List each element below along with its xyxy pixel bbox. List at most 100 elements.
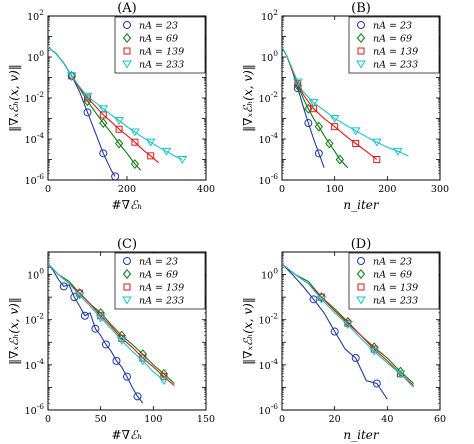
data-point <box>371 138 382 147</box>
y-tick-label: 10-4 <box>259 131 279 146</box>
y-tick-label: 10-2 <box>25 90 45 105</box>
y-tick-label: 10-4 <box>25 131 45 146</box>
chart-panel-c: 10-6 10-4 10-2 100 0 50 100 150 (C) #∇ℰₕ ‖∇ₓℰₕ(x, … <box>7 237 215 442</box>
data-point <box>396 366 405 377</box>
y-tick-label: 10-2 <box>25 312 45 327</box>
data-point <box>80 311 89 320</box>
data-point <box>123 372 131 381</box>
panel-title: (D) <box>351 237 372 252</box>
legend-marker <box>356 296 366 305</box>
data-point <box>130 128 140 137</box>
y-axis-label: ‖∇ₓℰₕ(x, v)‖ <box>241 297 255 365</box>
x-axis-label: n_iter <box>343 198 379 212</box>
legend-label: nA = 233 <box>373 296 418 307</box>
legend-marker <box>357 47 365 55</box>
legend-label: nA = 23 <box>139 21 178 32</box>
panel-title: (A) <box>117 1 137 16</box>
series-line-3 <box>282 46 378 160</box>
y-tick-label: 10-6 <box>259 402 279 417</box>
y-axis-label: ‖∇ₓℰₕ(x, v)‖ <box>241 64 255 132</box>
series-line-1 <box>48 263 144 404</box>
data-point <box>114 138 124 149</box>
data-point <box>114 116 124 125</box>
x-tick-label: 0 <box>45 414 51 425</box>
x-tick-label: 60 <box>434 414 446 425</box>
data-point <box>83 108 92 117</box>
legend-label: nA = 233 <box>139 60 184 71</box>
x-tick-label: 0 <box>279 414 285 425</box>
data-point <box>350 127 361 136</box>
y-tick-label: 10-4 <box>25 357 45 372</box>
legend: nA = 23 nA = 69 nA = 139 nA = 233 <box>114 252 206 310</box>
data-point <box>304 119 313 128</box>
data-point <box>369 347 380 356</box>
y-tick-label: 102 <box>27 8 44 23</box>
legend-marker <box>356 269 366 279</box>
x-tick-label: 150 <box>197 414 215 425</box>
data-point <box>98 105 109 114</box>
data-point <box>161 147 172 156</box>
y-tick-label: 10-4 <box>259 357 279 372</box>
data-point <box>330 327 339 336</box>
data-point <box>331 123 339 131</box>
legend-label: nA = 23 <box>373 257 412 268</box>
y-tick-label: 100 <box>27 267 44 282</box>
data-point <box>147 152 155 160</box>
panel-title: (C) <box>117 237 137 252</box>
data-point <box>99 118 108 129</box>
data-point <box>115 125 123 133</box>
legend-marker <box>356 60 366 69</box>
y-tick-label: 100 <box>261 267 278 282</box>
plot-area <box>282 263 415 400</box>
series-line-2 <box>48 263 175 384</box>
axes-box <box>47 251 207 411</box>
series-line-2 <box>282 46 349 169</box>
y-axis-label: ‖∇ₓℰₕ(x, v)‖ <box>7 64 21 132</box>
x-tick-label: 40 <box>381 414 393 425</box>
chart-panel-d: 10-6 10-4 10-2 100 0 20 40 60 (D) n_iter ‖∇ₓℰₕ(x, … <box>241 237 446 442</box>
x-tick-label: 20 <box>329 414 341 425</box>
legend-marker <box>122 33 132 43</box>
legend-label: nA = 139 <box>139 283 184 294</box>
data-point <box>91 324 100 333</box>
series-line-4 <box>282 263 415 388</box>
data-point <box>325 138 334 149</box>
data-point <box>314 121 324 132</box>
data-point <box>160 373 168 381</box>
panel-title: (B) <box>351 1 371 16</box>
data-point <box>177 156 188 164</box>
data-point <box>372 379 381 388</box>
data-point <box>131 138 139 146</box>
legend-marker <box>356 33 366 43</box>
legend-marker <box>123 47 131 55</box>
legend-label: nA = 69 <box>139 270 178 281</box>
x-tick-label: 200 <box>378 184 396 195</box>
legend-label: nA = 69 <box>373 34 412 45</box>
y-tick-label: 10-2 <box>259 90 279 105</box>
data-point <box>395 370 406 379</box>
series-line-4 <box>282 46 409 157</box>
x-tick-label: 200 <box>118 184 136 195</box>
x-tick-label: 50 <box>95 414 107 425</box>
data-point <box>84 94 91 102</box>
data-point <box>66 72 77 81</box>
axes-box <box>281 251 441 411</box>
y-tick-label: 10-6 <box>25 172 45 187</box>
data-point <box>74 291 85 300</box>
legend-label: nA = 139 <box>139 47 184 58</box>
x-axis-label: #∇ℰₕ <box>112 428 143 442</box>
data-point <box>95 314 106 323</box>
legend-label: nA = 139 <box>373 283 418 294</box>
legend-marker <box>123 283 131 291</box>
data-point <box>329 115 340 123</box>
legend: nA = 23 nA = 69 nA = 139 nA = 233 <box>114 16 206 74</box>
plot-area <box>48 263 175 404</box>
plot-area <box>282 46 409 169</box>
legend-label: nA = 69 <box>373 270 412 281</box>
y-axis-label: ‖∇ₓℰₕ(x, v)‖ <box>7 297 21 365</box>
legend-label: nA = 233 <box>139 296 184 307</box>
chart-panel-a: 10-6 10-4 10-2 100 102 0 200 400 (A) #∇ℰₕ ‖∇ₓℰₕ(x,… <box>7 1 215 212</box>
data-point <box>309 295 318 304</box>
y-tick-label: 10-2 <box>259 312 279 327</box>
